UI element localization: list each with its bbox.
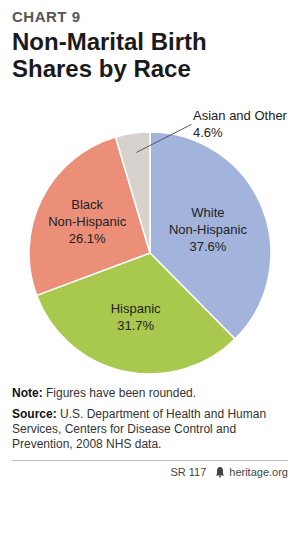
svg-text:WhiteNon-Hispanic37.6%: WhiteNon-Hispanic37.6% bbox=[169, 205, 248, 254]
html-text:Source: U.S. Department of Hea: Source: U.S. Department of Health and Hu… bbox=[12, 407, 267, 451]
svg-text:BlackNon-Hispanic26.1%: BlackNon-Hispanic26.1% bbox=[48, 197, 127, 246]
svg-text:Hispanic31.7%: Hispanic31.7% bbox=[111, 301, 161, 333]
html-text:Note: Figures have been rounde: Note: Figures have been rounded. bbox=[12, 386, 197, 400]
html-text:Non-Marital Birth Shares by Ra: Non-Marital Birth Shares by Race bbox=[12, 28, 207, 82]
html-text:heritage.org: heritage.org bbox=[229, 466, 288, 478]
html-text:CHART 9: CHART 9 bbox=[12, 8, 81, 25]
html-text:SR 117: SR 117 bbox=[170, 466, 207, 478]
svg-text:Asian and Other4.6%: Asian and Other4.6% bbox=[193, 108, 288, 140]
